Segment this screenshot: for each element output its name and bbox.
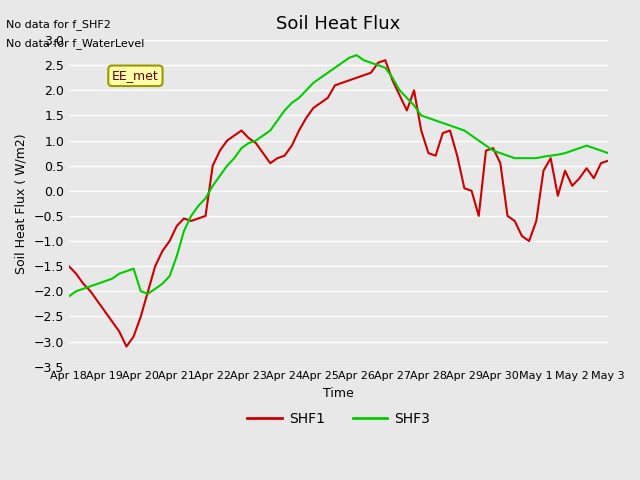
Y-axis label: Soil Heat Flux ( W/m2): Soil Heat Flux ( W/m2) (15, 133, 28, 274)
SHF1 (424, 150, 432, 156)
SHF1 (604, 158, 612, 164)
SHF1 (65, 264, 73, 269)
SHF3 (504, 153, 511, 158)
SHF1 (115, 329, 123, 335)
SHF3 (65, 293, 73, 299)
Title: Soil Heat Flux: Soil Heat Flux (276, 15, 401, 33)
SHF3 (346, 55, 353, 60)
SHF3 (252, 138, 260, 144)
Text: No data for f_SHF2: No data for f_SHF2 (6, 19, 111, 30)
SHF1 (439, 130, 447, 136)
Text: EE_met: EE_met (112, 69, 159, 82)
SHF3 (604, 150, 612, 156)
SHF1 (511, 218, 518, 224)
SHF3 (115, 271, 123, 276)
SHF3 (353, 52, 360, 58)
Line: SHF1: SHF1 (69, 60, 608, 347)
SHF1 (381, 57, 389, 63)
Text: No data for f_WaterLevel: No data for f_WaterLevel (6, 38, 145, 49)
SHF3 (417, 113, 425, 119)
SHF1 (353, 75, 360, 81)
X-axis label: Time: Time (323, 387, 354, 400)
Line: SHF3: SHF3 (69, 55, 608, 296)
SHF3 (432, 118, 440, 123)
SHF1 (259, 150, 267, 156)
SHF1 (123, 344, 131, 349)
Legend: SHF1, SHF3: SHF1, SHF3 (241, 407, 436, 432)
